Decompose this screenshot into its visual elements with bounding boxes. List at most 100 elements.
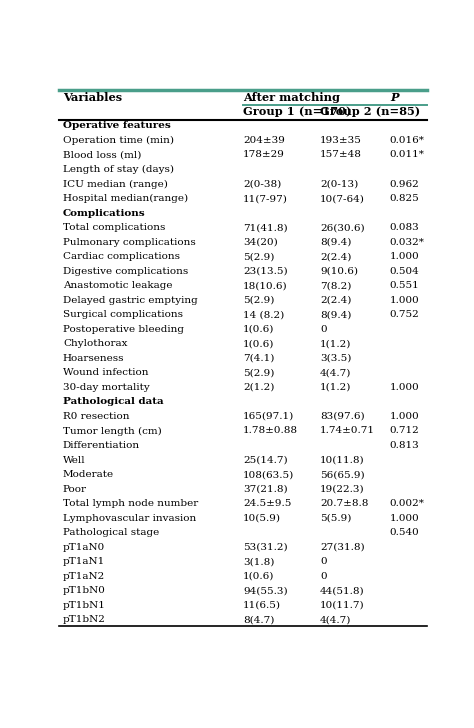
Text: Group 2 (n=85): Group 2 (n=85) — [320, 106, 420, 117]
Text: Total lymph node number: Total lymph node number — [63, 499, 198, 508]
Text: P: P — [390, 92, 398, 103]
Text: 157±48: 157±48 — [320, 151, 362, 159]
Text: After matching: After matching — [243, 92, 340, 103]
Text: Group 1 (n=170): Group 1 (n=170) — [243, 106, 351, 117]
Text: 7(4.1): 7(4.1) — [243, 354, 274, 363]
Text: 94(55.3): 94(55.3) — [243, 586, 288, 596]
Text: 0.011*: 0.011* — [390, 151, 425, 159]
Text: 178±29: 178±29 — [243, 151, 285, 159]
Text: 1.000: 1.000 — [390, 296, 419, 305]
Text: 0.962: 0.962 — [390, 180, 419, 189]
Text: Hospital median(range): Hospital median(range) — [63, 194, 188, 203]
Text: 20.7±8.8: 20.7±8.8 — [320, 499, 368, 508]
Text: 2(0-38): 2(0-38) — [243, 180, 281, 189]
Text: Complications: Complications — [63, 208, 146, 218]
Text: Postoperative bleeding: Postoperative bleeding — [63, 325, 184, 333]
Text: 165(97.1): 165(97.1) — [243, 412, 294, 421]
Text: 3(1.8): 3(1.8) — [243, 557, 274, 566]
Text: Anastomotic leakage: Anastomotic leakage — [63, 281, 173, 290]
Text: Chylothorax: Chylothorax — [63, 339, 128, 348]
Text: 0.540: 0.540 — [390, 529, 419, 537]
Text: 37(21.8): 37(21.8) — [243, 485, 288, 494]
Text: 0.551: 0.551 — [390, 281, 419, 290]
Text: 0.032*: 0.032* — [390, 237, 425, 247]
Text: pT1aN1: pT1aN1 — [63, 557, 105, 566]
Text: 2(0-13): 2(0-13) — [320, 180, 358, 189]
Text: 27(31.8): 27(31.8) — [320, 542, 365, 552]
Text: 0.752: 0.752 — [390, 310, 419, 320]
Text: 44(51.8): 44(51.8) — [320, 586, 365, 596]
Text: 23(13.5): 23(13.5) — [243, 266, 288, 276]
Text: 1(1.2): 1(1.2) — [320, 383, 351, 392]
Text: Hoarseness: Hoarseness — [63, 354, 124, 363]
Text: ICU median (range): ICU median (range) — [63, 180, 168, 189]
Text: 0.002*: 0.002* — [390, 499, 425, 508]
Text: 7(8.2): 7(8.2) — [320, 281, 351, 290]
Text: Blood loss (ml): Blood loss (ml) — [63, 151, 141, 159]
Text: 3(3.5): 3(3.5) — [320, 354, 351, 363]
Text: 1.000: 1.000 — [390, 514, 419, 523]
Text: 56(65.9): 56(65.9) — [320, 470, 365, 479]
Text: 1.74±0.71: 1.74±0.71 — [320, 427, 375, 435]
Text: Tumor length (cm): Tumor length (cm) — [63, 427, 162, 435]
Text: 193±35: 193±35 — [320, 136, 362, 145]
Text: Length of stay (days): Length of stay (days) — [63, 165, 174, 174]
Text: Digestive complications: Digestive complications — [63, 266, 188, 276]
Text: 24.5±9.5: 24.5±9.5 — [243, 499, 292, 508]
Text: 1.000: 1.000 — [390, 412, 419, 421]
Text: pT1bN1: pT1bN1 — [63, 601, 106, 610]
Text: Lymphovascular invasion: Lymphovascular invasion — [63, 514, 196, 523]
Text: Surgical complications: Surgical complications — [63, 310, 183, 320]
Text: Moderate: Moderate — [63, 470, 114, 479]
Text: 10(5.9): 10(5.9) — [243, 514, 281, 523]
Text: 19(22.3): 19(22.3) — [320, 485, 365, 494]
Text: 0.825: 0.825 — [390, 194, 419, 203]
Text: 14 (8.2): 14 (8.2) — [243, 310, 284, 320]
Text: 2(2.4): 2(2.4) — [320, 252, 351, 261]
Text: 5(5.9): 5(5.9) — [320, 514, 351, 523]
Text: 53(31.2): 53(31.2) — [243, 542, 288, 552]
Text: 5(2.9): 5(2.9) — [243, 296, 274, 305]
Text: 1(0.6): 1(0.6) — [243, 339, 274, 348]
Text: 25(14.7): 25(14.7) — [243, 456, 288, 464]
Text: 1(1.2): 1(1.2) — [320, 339, 351, 348]
Text: 0.504: 0.504 — [390, 266, 419, 276]
Text: pT1bN2: pT1bN2 — [63, 615, 106, 625]
Text: 10(7-64): 10(7-64) — [320, 194, 365, 203]
Text: Total complications: Total complications — [63, 223, 165, 232]
Text: 4(4.7): 4(4.7) — [320, 368, 351, 377]
Text: 10(11.8): 10(11.8) — [320, 456, 365, 464]
Text: 83(97.6): 83(97.6) — [320, 412, 365, 421]
Text: 8(9.4): 8(9.4) — [320, 310, 351, 320]
Text: 2(1.2): 2(1.2) — [243, 383, 274, 392]
Text: 11(7-97): 11(7-97) — [243, 194, 288, 203]
Text: 0: 0 — [320, 557, 327, 566]
Text: Differentiation: Differentiation — [63, 441, 140, 450]
Text: Wound infection: Wound infection — [63, 368, 148, 377]
Text: 11(6.5): 11(6.5) — [243, 601, 281, 610]
Text: 1(0.6): 1(0.6) — [243, 325, 274, 333]
Text: 1.000: 1.000 — [390, 252, 419, 261]
Text: 26(30.6): 26(30.6) — [320, 223, 365, 232]
Text: Pathological stage: Pathological stage — [63, 529, 159, 537]
Text: 30-day mortality: 30-day mortality — [63, 383, 150, 392]
Text: 0.083: 0.083 — [390, 223, 419, 232]
Text: 0: 0 — [320, 325, 327, 333]
Text: 1.000: 1.000 — [390, 383, 419, 392]
Text: Delayed gastric emptying: Delayed gastric emptying — [63, 296, 198, 305]
Text: Pathological data: Pathological data — [63, 397, 164, 406]
Text: 204±39: 204±39 — [243, 136, 285, 145]
Text: 8(4.7): 8(4.7) — [243, 615, 274, 625]
Text: Operation time (min): Operation time (min) — [63, 136, 174, 145]
Text: pT1aN2: pT1aN2 — [63, 571, 105, 581]
Text: Variables: Variables — [63, 92, 122, 103]
Text: 18(10.6): 18(10.6) — [243, 281, 288, 290]
Text: 2(2.4): 2(2.4) — [320, 296, 351, 305]
Text: pT1aN0: pT1aN0 — [63, 542, 105, 552]
Text: 71(41.8): 71(41.8) — [243, 223, 288, 232]
Text: 5(2.9): 5(2.9) — [243, 252, 274, 261]
Text: Cardiac complications: Cardiac complications — [63, 252, 180, 261]
Text: Poor: Poor — [63, 485, 87, 494]
Text: 10(11.7): 10(11.7) — [320, 601, 365, 610]
Text: 0.016*: 0.016* — [390, 136, 425, 145]
